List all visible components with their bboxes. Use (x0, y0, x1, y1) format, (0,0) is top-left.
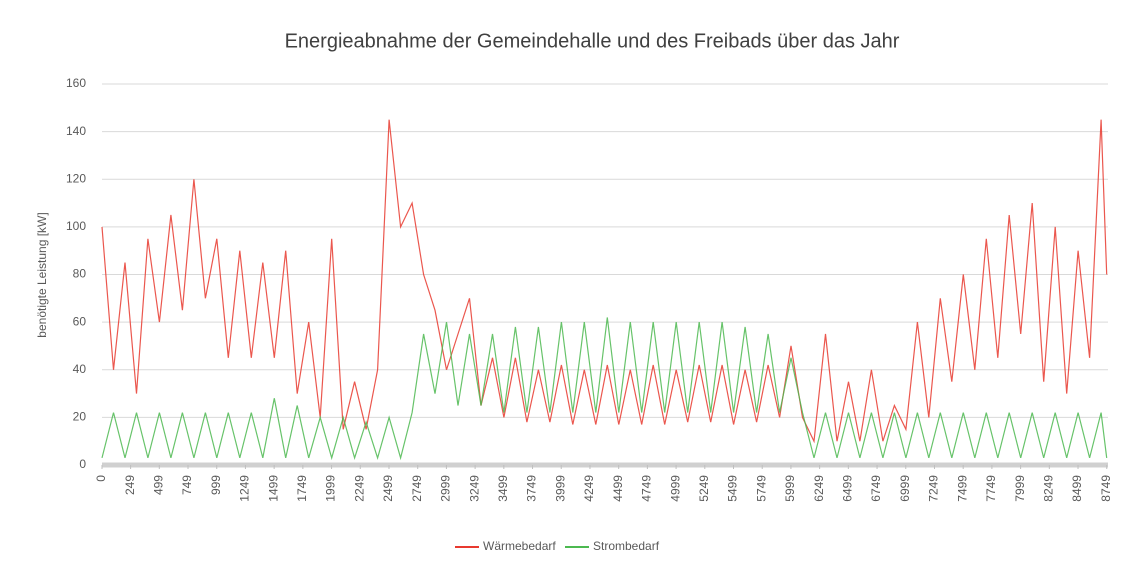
x-tick-label: 4249 (582, 475, 596, 502)
x-tick-label: 6999 (898, 475, 912, 502)
x-tick-label: 7499 (955, 475, 969, 502)
data-line (101, 317, 1108, 461)
x-tick-label: 2749 (410, 475, 424, 502)
y-tick-label: 160 (66, 76, 86, 90)
x-tick-label: 3499 (496, 475, 510, 502)
x-tick-label: 8499 (1070, 475, 1084, 502)
x-tick-label: 1749 (295, 475, 309, 502)
y-tick-label: 20 (73, 410, 87, 424)
x-tick-label: 1999 (324, 475, 338, 502)
y-tick-label: 60 (73, 314, 87, 328)
data-line (101, 119, 1108, 444)
x-tick-label: 7749 (984, 475, 998, 502)
y-tick-label: 40 (73, 362, 87, 376)
x-tick-label: 3749 (525, 475, 539, 502)
x-tick-label: 0 (94, 475, 108, 482)
x-tick-label: 8249 (1041, 475, 1055, 502)
x-tick-label: 999 (209, 475, 223, 495)
y-axis-label: benötigte Leistung [kW] (35, 212, 49, 337)
x-tick-label: 6749 (869, 475, 883, 502)
x-tick-label: 8749 (1099, 475, 1113, 502)
x-tick-label: 5999 (783, 475, 797, 502)
x-tick-label: 7249 (927, 475, 941, 502)
x-tick-label: 1249 (238, 475, 252, 502)
chart-title: Energieabnahme der Gemeindehalle und des… (285, 30, 900, 52)
x-tick-label: 749 (180, 475, 194, 495)
y-tick-label: 100 (66, 219, 86, 233)
x-tick-label: 7999 (1013, 475, 1027, 502)
x-tick-label: 6249 (812, 475, 826, 502)
x-tick-label: 499 (151, 475, 165, 495)
x-tick-label: 5499 (726, 475, 740, 502)
x-tick-label: 6499 (841, 475, 855, 502)
y-tick-label: 0 (79, 457, 86, 471)
x-tick-label: 2999 (439, 475, 453, 502)
x-tick-label: 3999 (553, 475, 567, 502)
x-tick-label: 4499 (611, 475, 625, 502)
x-tick-label: 4999 (668, 475, 682, 502)
x-tick-label: 1499 (266, 475, 280, 502)
x-tick-label: 5249 (697, 475, 711, 502)
x-tick-label: 3249 (467, 475, 481, 502)
x-tick-label: 4749 (640, 475, 654, 502)
y-tick-label: 120 (66, 171, 86, 185)
legend-label: Strombedarf (593, 539, 660, 553)
x-tick-label: 2249 (352, 475, 366, 502)
x-tick-label: 249 (123, 475, 137, 495)
y-tick-label: 80 (73, 267, 87, 281)
y-tick-label: 140 (66, 124, 86, 138)
legend-label: Wärmebedarf (483, 539, 556, 553)
x-tick-label: 2499 (381, 475, 395, 502)
x-tick-label: 5749 (754, 475, 768, 502)
